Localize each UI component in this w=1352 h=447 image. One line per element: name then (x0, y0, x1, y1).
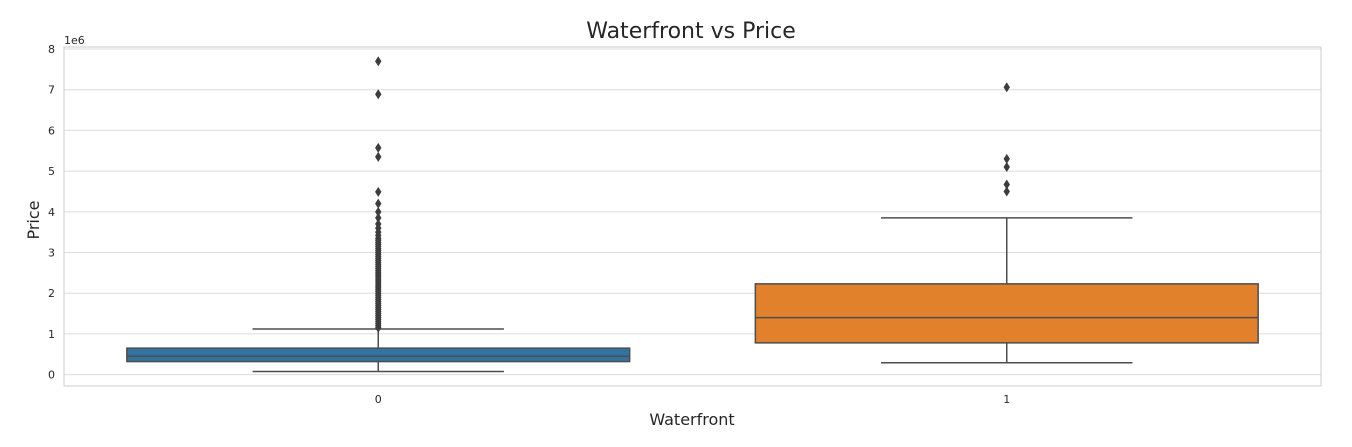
x-tick-label: 1 (1003, 393, 1010, 406)
outlier-point (375, 151, 382, 162)
y-tick-labels: 0 1 2 3 4 5 6 7 8 (48, 43, 55, 382)
outlier-point (1003, 179, 1010, 190)
x-axis-label: Waterfront (649, 410, 734, 429)
y-tick-label: 6 (48, 124, 55, 137)
plot-frame (63, 46, 1322, 387)
box-iqr (754, 283, 1259, 344)
outlier-point (1003, 153, 1010, 164)
outlier-point (375, 89, 382, 100)
box-group-1 (754, 82, 1259, 364)
gridlines (64, 48, 1321, 376)
x-tick-label: 0 (375, 393, 382, 406)
outlier-point (375, 198, 382, 209)
outlier-point (375, 142, 382, 153)
outlier-point (1003, 82, 1010, 93)
outlier-point (375, 212, 382, 223)
chart-title: Waterfront vs Price (586, 19, 796, 44)
y-tick-label: 4 (48, 206, 55, 219)
y-tick-label: 1 (48, 328, 55, 341)
y-tick-label: 2 (48, 287, 55, 300)
y-tick-label: 8 (48, 43, 55, 56)
outlier-point (1003, 162, 1010, 173)
outlier-point (1003, 186, 1010, 197)
y-tick-label: 3 (48, 247, 55, 260)
outlier-point (375, 186, 382, 197)
outlier-point (375, 206, 382, 217)
box-group-0 (126, 56, 631, 373)
outlier-point (375, 56, 382, 67)
y-tick-label: 0 (48, 369, 55, 382)
box-plots (126, 56, 1259, 373)
y-tick-label: 5 (48, 165, 55, 178)
y-offset-label: 1e6 (64, 34, 85, 47)
y-axis-label: Price (24, 200, 43, 239)
y-tick-label: 7 (48, 84, 55, 97)
box-iqr (126, 347, 631, 363)
outlier-point (375, 322, 382, 333)
